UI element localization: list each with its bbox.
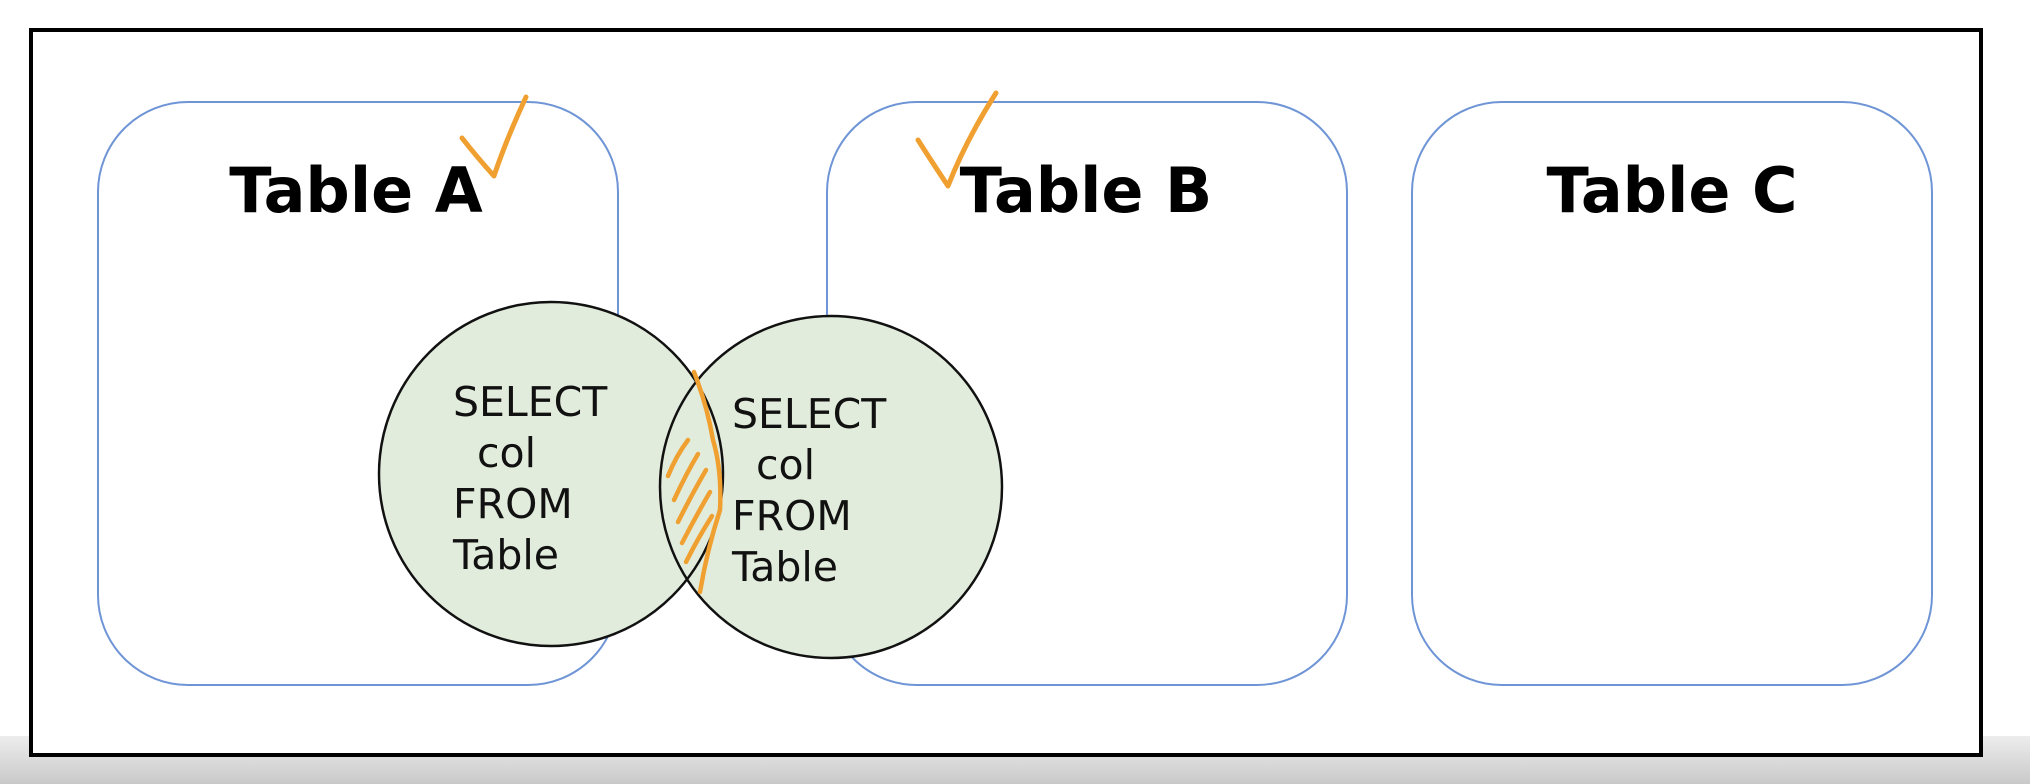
- table-c-box: [1411, 101, 1933, 686]
- overlap-hatch-icon: [665, 369, 723, 595]
- table-b-check-icon: [915, 90, 999, 189]
- query-1-table: Table: [452, 531, 559, 579]
- query-1-column: col: [477, 429, 536, 477]
- query-2-table: Table: [731, 543, 838, 591]
- table-b-title: Table B: [960, 154, 1213, 227]
- outer-frame: [29, 28, 1983, 757]
- query-2-from: FROM: [732, 492, 852, 540]
- query-circle-1-overlap-outline: [660, 316, 725, 648]
- query-2-column: col: [756, 441, 815, 489]
- query-circle-2: [658, 314, 1004, 660]
- table-c-title: Table C: [1547, 154, 1798, 227]
- query-1-select: SELECT: [453, 378, 608, 426]
- query-1-from: FROM: [453, 480, 573, 528]
- query-2-select: SELECT: [732, 390, 887, 438]
- table-a-check-icon: [459, 94, 529, 179]
- table-a-title: Table A: [229, 154, 482, 227]
